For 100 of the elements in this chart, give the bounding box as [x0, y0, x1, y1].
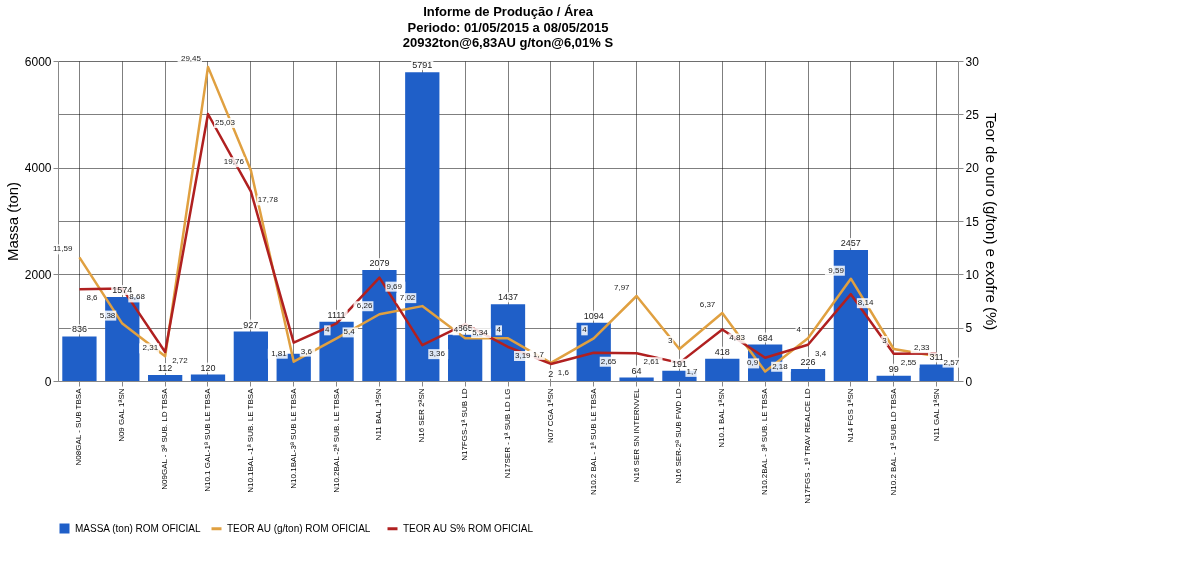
data-label: 226 — [800, 356, 816, 367]
data-label: 25,03 — [215, 118, 236, 128]
x-tick-label: N17FGS-1ª SUB LD — [460, 388, 470, 461]
data-label: 7,97 — [613, 282, 631, 292]
bar — [876, 375, 911, 381]
data-label: 2,55 — [900, 357, 917, 367]
bar — [233, 331, 268, 381]
x-tick-label: N17SER - 1ª SUB LD LG — [503, 388, 512, 479]
bar — [190, 374, 226, 381]
x-tick-label: N10.2 BAL - 1ª SUB LD TBSA — [888, 387, 898, 496]
data-label: 1111 — [327, 309, 346, 320]
bar — [705, 358, 740, 381]
data-label: 4 — [496, 325, 502, 335]
bar — [790, 368, 826, 381]
data-label: 2457 — [840, 237, 861, 248]
data-label: 120 — [200, 362, 216, 373]
data-label: 865 — [457, 322, 473, 333]
y2-tick-label: 30 — [965, 54, 980, 69]
data-label: 5,34 — [472, 328, 489, 338]
bar — [62, 336, 97, 381]
data-label: 5,38 — [99, 310, 116, 320]
x-tick-label: N11 BAL 1ªSN — [374, 388, 384, 441]
y2-tick-label: 5 — [965, 321, 973, 336]
data-label: 1,81 — [271, 348, 288, 358]
data-label: 3,36 — [429, 349, 446, 359]
data-label: 6,26 — [356, 301, 373, 311]
x-tick-label: N10.2BAL -2ª SUB. LE TBSA — [331, 387, 341, 493]
data-label: 3,4 — [815, 348, 827, 358]
data-label: 418 — [714, 346, 730, 357]
data-label: 3 — [667, 336, 673, 345]
x-tick-label: N11 GAL 1ªSN — [931, 388, 941, 442]
x-tick-label: N16 SER-2ª SUB FWD LD — [674, 388, 684, 484]
data-label: 4 — [325, 325, 331, 335]
data-label: 927 — [243, 319, 259, 330]
y2-tick-label: 15 — [965, 214, 980, 229]
data-label: 3 — [882, 336, 888, 345]
data-label: 9,59 — [828, 265, 845, 275]
legend-label: MASSA (ton) ROM OFICIAL — [75, 522, 202, 534]
data-label: 64 — [631, 365, 642, 376]
legend-label: TEOR AU S% ROM OFICIAL — [403, 522, 534, 534]
x-tick-label: N07 CGA 1ªSN — [545, 388, 555, 444]
x-tick-label: N17FGS - 1ª TRAV REALCE LD — [803, 388, 812, 504]
y2-tick-label: 0 — [965, 374, 973, 389]
data-label: 8,6 — [86, 293, 99, 303]
data-label: 19,76 — [223, 157, 245, 167]
data-label: 3,6 — [300, 346, 313, 356]
x-tick-label: N16 SER 2ªSN — [417, 388, 427, 443]
data-label: 1437 — [497, 292, 519, 303]
x-tick-label: N10.1 BAL 1ªSN — [717, 388, 727, 448]
data-label: 2,57 — [943, 357, 960, 367]
data-label: 17,78 — [257, 195, 279, 205]
data-label: 684 — [757, 332, 773, 343]
data-label: 1,6 — [557, 367, 570, 377]
data-label: 1094 — [583, 310, 604, 321]
y-tick-label: 0 — [44, 374, 52, 389]
data-label: 99 — [888, 363, 899, 374]
x-tick-label: N10.2 BAL - 1ª SUB LE TBSA — [588, 387, 598, 496]
chart-title: Informe de Produção / Área — [423, 3, 594, 19]
x-tick-label: N16 SER SN INTERNVEL — [631, 387, 641, 483]
data-label: 1,7 — [532, 349, 545, 359]
bar — [448, 334, 483, 381]
data-label: 112 — [157, 363, 173, 374]
x-tick-label: N10.1BAL -1ª SUB. LE TBSA — [245, 387, 255, 493]
chart-subtitle: Periodo: 01/05/2015 a 08/05/2015 20932ton@6,83AU g/ton@6,01% S — [402, 19, 614, 50]
x-tick-label: N10.2BAL - 3ª SUB. LE TBSA — [760, 387, 770, 496]
data-label: 2,31 — [142, 343, 159, 353]
y-tick-label: 6000 — [24, 54, 52, 69]
data-label: 5791 — [412, 60, 433, 71]
y2-tick-label: 25 — [965, 107, 980, 122]
y-tick-label: 2000 — [24, 267, 52, 282]
data-label: 2,33 — [913, 343, 931, 353]
data-label: 836 — [71, 324, 87, 335]
x-tick-label: N08GAL - SUB TBSA — [74, 387, 84, 466]
data-label: 6,37 — [699, 300, 716, 310]
data-label: 8,68 — [129, 292, 146, 302]
data-label: 9,69 — [386, 281, 403, 291]
data-label: 29,45 — [180, 53, 202, 63]
x-tick-label: N09 GAL 1ªSN — [117, 388, 127, 442]
y2-tick-label: 20 — [965, 161, 980, 176]
data-label: 1,7 — [686, 366, 699, 376]
data-label: 8,14 — [857, 298, 874, 308]
data-label: 2,18 — [772, 361, 789, 371]
data-label: 4 — [453, 325, 459, 335]
y-axis-title: Massa (ton) — [3, 181, 21, 262]
data-label: 2,61 — [643, 357, 660, 367]
legend-label: TEOR AU (g/ton) ROM OFICIAL — [227, 522, 371, 534]
data-label: 4 — [796, 325, 802, 335]
bar — [919, 364, 954, 381]
data-label: 5,4 — [343, 327, 356, 337]
data-label: 11,59 — [52, 244, 73, 254]
y2-axis-title: Teor de ouro (g/ton) e exofre (%) — [982, 112, 1000, 331]
data-label: 2 — [548, 368, 554, 379]
bar — [619, 377, 654, 381]
data-label: 7,02 — [399, 293, 416, 303]
data-label: 3,19 — [515, 350, 532, 360]
y-tick-label: 4000 — [24, 161, 52, 176]
bar — [319, 321, 354, 381]
data-label: 4,83 — [729, 333, 746, 343]
data-label: 2,65 — [600, 356, 617, 366]
y2-tick-label: 10 — [965, 267, 980, 282]
